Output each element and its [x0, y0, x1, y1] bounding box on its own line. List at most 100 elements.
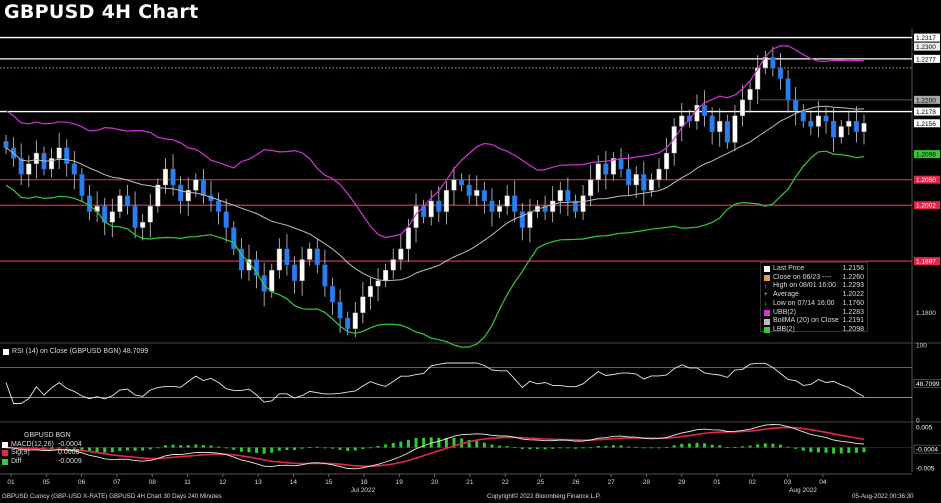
candle-body [853, 120, 859, 132]
legend-value: 1.2283 [842, 308, 864, 316]
candle-body [603, 163, 609, 175]
legend-swatch [764, 327, 770, 334]
macd-diff-bar [771, 443, 775, 448]
macd-diff-bar [482, 442, 486, 448]
candle-body [451, 179, 457, 191]
day-label: 15 [325, 479, 333, 486]
candle-body [459, 179, 465, 186]
macd-diff-bar [353, 447, 357, 451]
legend-row: BollMA (20) on Close 1.2191 [764, 317, 864, 326]
candle-body [618, 158, 624, 170]
month-label-aug: Aug 2022 [789, 487, 817, 494]
candle-body [132, 206, 138, 228]
day-label: 07 [113, 479, 121, 486]
macd-diff-bar [467, 439, 471, 448]
macd-diff-bar [794, 447, 798, 449]
price-tick-label: 1.1800 [916, 310, 936, 317]
candle-body [496, 206, 503, 212]
legend-row: LBB(2) 1.2098 [764, 326, 864, 335]
candle-body [56, 147, 62, 159]
macd-diff-bar [756, 444, 760, 448]
legend-label: Average [773, 291, 799, 299]
candle-body [664, 152, 670, 170]
legend-value: 1.2260 [842, 273, 864, 281]
macd-diff-bar [634, 446, 638, 448]
macd-diff-bar [368, 447, 372, 449]
candle-body [595, 163, 601, 180]
macd-diff-bar [687, 443, 691, 448]
candle-body [375, 280, 381, 287]
macd-diff-bar [65, 447, 69, 449]
bollinger-ma-line [5, 105, 865, 282]
macd-legend-swatch [2, 450, 8, 457]
candle-body [360, 296, 366, 313]
day-label: 01 [7, 479, 15, 486]
day-label: 03 [784, 479, 792, 486]
candle-body [109, 211, 115, 223]
candle-body [527, 211, 533, 228]
candle-body [367, 285, 374, 297]
macd-diff-bar [642, 447, 646, 449]
macd-diff-bar [657, 447, 661, 449]
macd-diff-bar [748, 445, 752, 448]
macd-diff-bar [391, 442, 395, 448]
macd-diff-bar [665, 446, 669, 448]
price-tick-label: 1.2178 [916, 109, 936, 116]
macd-diff-bar [103, 447, 107, 453]
candle-body [489, 200, 495, 212]
day-label: 13 [254, 479, 262, 486]
day-label: 27 [607, 479, 615, 486]
candle-body [185, 190, 191, 202]
macd-diff-bar [429, 437, 433, 448]
candle-body [193, 179, 199, 191]
day-label: 29 [678, 479, 686, 486]
macd-diff-bar [672, 445, 676, 448]
candle-body [808, 120, 814, 127]
candle-body [679, 115, 685, 127]
macd-legend-value: -0.0004 [58, 440, 82, 448]
candle-body [314, 248, 320, 266]
candle-body [641, 174, 647, 191]
macd-legend-value: -0.0009 [58, 457, 82, 465]
macd-legend-swatch [2, 458, 8, 465]
legend-swatch [764, 266, 770, 273]
legend-row: ↓ Low on 07/14 16:00 1.1760 [764, 300, 864, 309]
macd-diff-bar [816, 447, 820, 453]
candle-body [64, 147, 70, 164]
candle-body [838, 126, 844, 138]
candle-body [79, 174, 85, 196]
macd-diff-bar [179, 445, 183, 448]
price-tick-bg-5 [914, 119, 940, 128]
legend-label: Last Price [773, 265, 805, 272]
candle-body [565, 190, 571, 202]
candle-body [481, 190, 487, 202]
legend-label: UBB(2) [773, 308, 796, 316]
candle-body [633, 174, 639, 186]
day-label: 04 [819, 479, 827, 486]
legend-row: Close on 06/23 ---- 1.2260 [764, 274, 864, 283]
candle-body [71, 163, 77, 175]
footer-timestamp: 05-Aug-2022 00:36:30 [852, 493, 914, 500]
candle-body [140, 222, 146, 228]
macd-diff-bar [801, 447, 805, 451]
candle-body [276, 248, 282, 271]
day-label: 12 [219, 479, 227, 486]
candle-body [588, 179, 594, 196]
macd-diff-bar [255, 447, 259, 453]
candle-body [398, 248, 404, 260]
macd-diff-bar [619, 445, 623, 448]
candle-body [216, 200, 222, 212]
macd-diff-bar [649, 447, 653, 449]
day-label: 19 [396, 479, 404, 486]
legend-row: Last Price 1.2156 [764, 265, 864, 274]
macd-diff-bar [558, 447, 562, 449]
price-tick-bg-4 [914, 107, 940, 116]
macd-diff-bar [854, 447, 858, 453]
macd-diff-bar [847, 447, 851, 453]
legend-value: 1.2191 [842, 317, 864, 325]
candle-body [823, 115, 829, 122]
candle-body [269, 269, 275, 292]
candle-body [610, 158, 616, 175]
macd-diff-bar [824, 447, 828, 453]
